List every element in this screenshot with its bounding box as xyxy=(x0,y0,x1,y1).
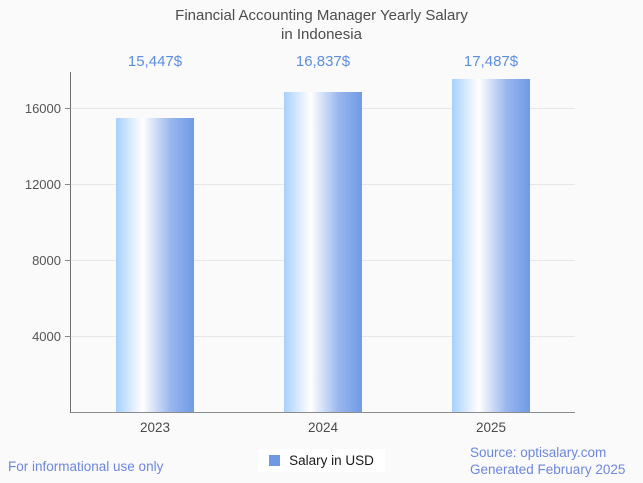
x-tick-label: 2023 xyxy=(139,420,171,435)
legend-swatch-icon xyxy=(269,455,281,466)
legend-label: Salary in USD xyxy=(289,453,374,468)
x-tick-label: 2024 xyxy=(307,420,339,435)
bar xyxy=(452,79,530,412)
bar xyxy=(284,91,362,412)
y-tick-mark xyxy=(65,107,71,109)
y-tick-mark xyxy=(65,183,71,185)
source-line: Source: optisalary.com xyxy=(470,445,607,460)
legend: Salary in USD xyxy=(0,449,643,472)
y-tick-label: 12000 xyxy=(24,176,61,192)
bar-value-label: 17,487$ xyxy=(463,53,519,70)
bar xyxy=(116,118,194,412)
chart-title-line1: Financial Accounting Manager Yearly Sala… xyxy=(175,7,468,24)
bar-value-label: 15,447$ xyxy=(127,53,183,70)
y-tick-label: 16000 xyxy=(24,100,61,116)
y-tick-label: 8000 xyxy=(32,252,61,268)
plot-area: 4000 8000 12000 16000 15,447$ 2023 16,837$ 2024… xyxy=(25,53,575,435)
legend-box: Salary in USD xyxy=(258,449,385,472)
chart-title-line2: in Indonesia xyxy=(281,26,362,43)
chart-title: Financial Accounting Manager Yearly Sala… xyxy=(0,6,643,44)
x-tick-label: 2025 xyxy=(475,420,507,435)
y-tick-mark xyxy=(65,259,71,261)
source-attribution: Source: optisalary.com Generated Februar… xyxy=(470,444,625,478)
bar-value-label: 16,837$ xyxy=(295,53,351,70)
y-tick-label: 4000 xyxy=(32,328,61,344)
generated-line: Generated February 2025 xyxy=(470,462,626,477)
disclaimer-text: For informational use only xyxy=(8,459,164,474)
y-tick-mark xyxy=(65,335,71,337)
